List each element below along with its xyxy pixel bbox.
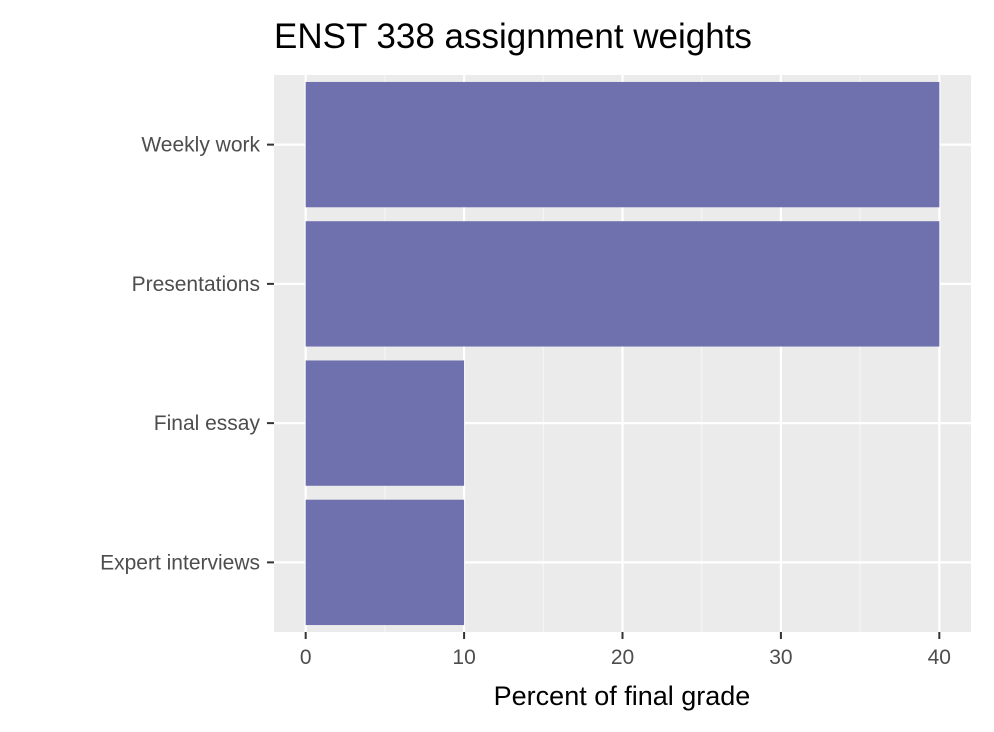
y-axis: Weekly work Presentations Final essay Exper… [100, 134, 274, 574]
chart-title: ENST 338 assignment weights [274, 17, 752, 56]
y-tick-label: Presentations [132, 273, 260, 296]
y-tick-label: Final essay [154, 412, 261, 435]
bar [305, 360, 465, 486]
y-tick-label: Expert interviews [100, 551, 260, 574]
y-tick-label: Weekly work [141, 134, 260, 157]
x-axis: 0 10 20 30 40 [300, 632, 951, 669]
x-tick-label: 10 [452, 646, 475, 669]
x-tick-label: 0 [300, 646, 312, 669]
bar [305, 499, 465, 626]
bars-group [305, 81, 940, 626]
bar [305, 221, 940, 347]
x-tick-label: 40 [928, 646, 951, 669]
x-tick-label: 20 [611, 646, 634, 669]
x-tick-label: 30 [769, 646, 792, 669]
x-axis-title: Percent of final grade [494, 681, 751, 711]
bar [305, 81, 940, 208]
